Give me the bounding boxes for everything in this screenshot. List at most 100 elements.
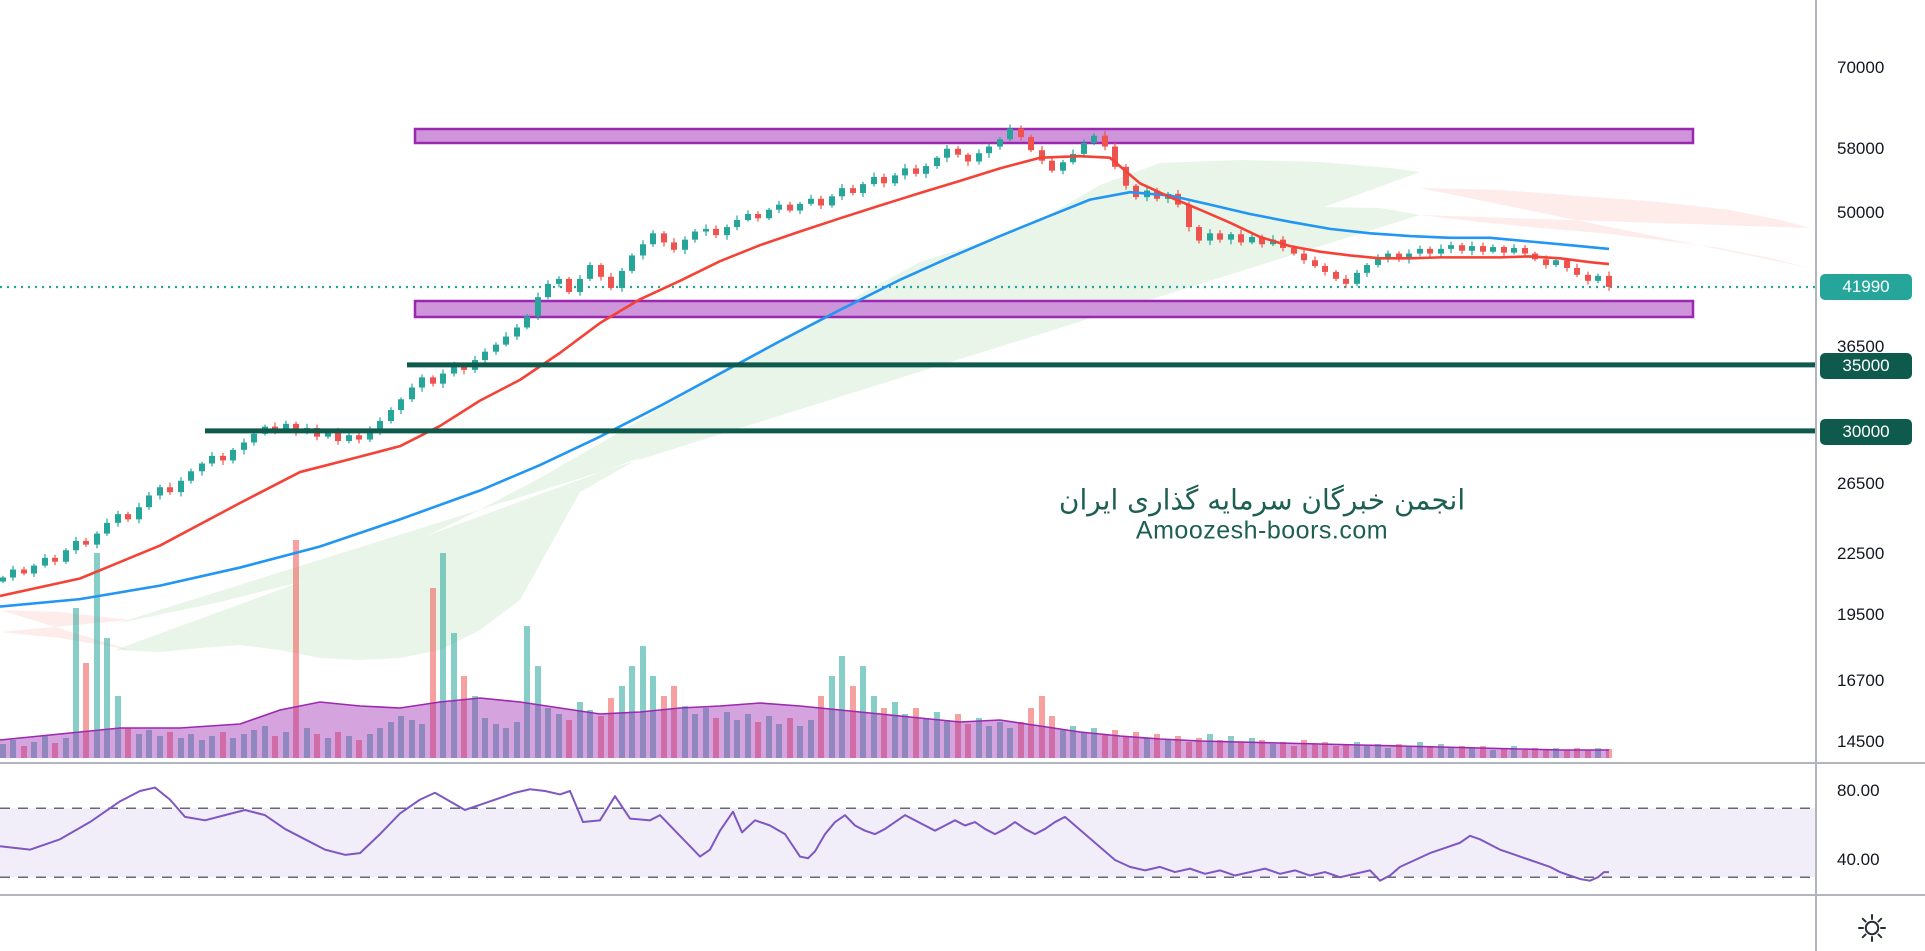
candle-body [640,244,646,256]
volume-bar [188,734,194,758]
volume-bar [1007,728,1013,758]
time-axis[interactable]: 91401بهمنفروردینخردادمردادشهریورآبان [0,894,1925,951]
volume-bar [1606,749,1612,758]
volume-bar [829,676,835,758]
volume-bar [944,720,950,758]
volume-bar [503,728,509,758]
volume-bar [398,716,404,758]
candle-body [577,278,583,293]
candle-body [167,487,173,493]
volume-bar [640,646,646,758]
volume-bar [808,720,814,758]
volume-bar [1543,750,1549,758]
candle-body [1259,236,1265,245]
candle-body [1406,253,1412,260]
volume-bar [1291,746,1297,758]
candle-body [346,435,352,442]
candle-body [283,423,289,431]
candle-body [587,265,593,279]
volume-bar [1018,722,1024,758]
volume-bar [146,730,152,758]
candle-body [1522,247,1528,254]
volume-bar [1375,744,1381,758]
candle-body [776,204,782,210]
candle-body [892,175,898,184]
candle-body [31,565,37,574]
price-axis-separator [1815,0,1817,951]
rsi-pane-separator [0,762,1925,764]
volume-bar [167,732,173,758]
candle-body [1459,245,1465,251]
candle-body [1606,275,1612,287]
volume-bar [1322,742,1328,758]
candle-body [0,577,6,582]
volume-bar [1081,732,1087,758]
volume-bar [1259,740,1265,758]
candle-body [745,213,751,221]
rsi-tick-40.00: 40.00 [1837,850,1880,869]
volume-bar [1469,748,1475,758]
time-axis-separator [0,894,1925,896]
volume-bar [461,676,467,758]
candle-body [241,442,247,450]
volume-bar [73,608,79,758]
rsi-tick-80.00: 80.00 [1837,781,1880,800]
candle-body [1112,146,1118,167]
volume-bar [1490,750,1496,758]
price-tick-22500: 22500 [1837,544,1885,563]
candle-body [1427,248,1433,254]
volume-bar [42,736,48,758]
candle-body [325,432,331,437]
volume-bar [1459,746,1465,758]
candle-body [839,188,845,197]
candle-body [52,557,58,562]
candle-body [146,495,152,508]
rsi-line[interactable] [0,786,1609,882]
candle-body [1564,260,1570,268]
volume-bar [724,712,730,758]
volume-bar [136,734,142,758]
volume-bar [1070,726,1076,758]
candle-body [1081,142,1087,154]
candle-body [1217,233,1223,240]
volume-bar [178,738,184,758]
support-zone[interactable] [413,299,1695,319]
candle-body [965,154,971,162]
volume-bar [472,696,478,758]
volume-bar [21,746,27,758]
candle-body [976,153,982,162]
volume-bar [241,734,247,758]
candle-body [955,148,961,155]
candle-body [1553,260,1559,266]
candle-body [1091,135,1097,143]
candle-body [335,432,341,442]
volume-bar [871,696,877,758]
resistance-zone[interactable] [413,127,1695,145]
volume-bar [1196,738,1202,758]
candle-body [1511,247,1517,253]
volume-bar [535,666,541,758]
candle-body [63,550,69,562]
volume-bar [430,588,436,758]
candle-body [356,435,362,440]
volume-bar [1585,750,1591,758]
volume-bar [451,633,457,758]
candle-body [398,399,404,411]
theme-sun-icon[interactable] [1855,911,1889,945]
volume-bar [10,740,16,758]
volume-bar [545,708,551,758]
candle-body [419,377,425,388]
volume-bar [619,686,625,758]
candle-body [787,204,793,211]
volume-bar [608,698,614,758]
candle-body [1312,260,1318,267]
volume-bar [1301,740,1307,758]
price-tick-50000: 50000 [1837,203,1885,222]
volume-bar [230,738,236,758]
volume-ma-line [0,697,1609,751]
ma-slow-line[interactable] [0,190,1610,608]
price-tick-16700: 16700 [1837,671,1885,690]
volume-bar [125,728,131,758]
volume-bar [1123,736,1129,758]
